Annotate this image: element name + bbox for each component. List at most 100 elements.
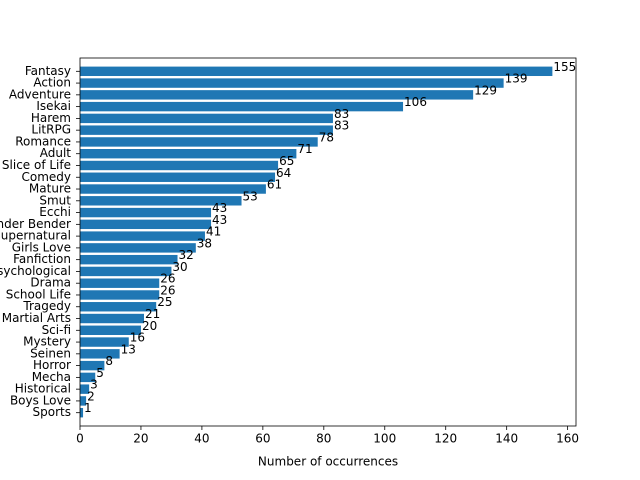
bar xyxy=(80,172,276,182)
bar xyxy=(80,137,318,147)
bar xyxy=(80,407,84,418)
y-tick-label: Drama xyxy=(30,276,71,290)
bar xyxy=(80,313,144,324)
bar xyxy=(80,266,172,277)
x-tick-label: 120 xyxy=(434,432,457,446)
value-label: 43 xyxy=(212,213,227,227)
value-label: 21 xyxy=(145,307,160,321)
y-tick-label: Girls Love xyxy=(12,240,71,254)
bar xyxy=(80,360,105,371)
value-label: 155 xyxy=(553,60,576,74)
value-label: 139 xyxy=(505,72,528,86)
value-label: 43 xyxy=(212,201,227,215)
bar xyxy=(80,302,157,312)
y-tick-label: Ecchi xyxy=(39,205,71,219)
y-tick-label: Martial Arts xyxy=(2,311,71,325)
value-label: 129 xyxy=(474,83,497,97)
value-label: 1 xyxy=(84,401,92,415)
y-tick-label: Adult xyxy=(40,146,72,160)
bar xyxy=(80,66,553,77)
bar xyxy=(80,184,266,194)
y-tick-label: School Life xyxy=(6,287,71,301)
y-tick-label: Sports xyxy=(33,405,71,419)
value-label: 26 xyxy=(160,283,175,297)
y-tick-label: Smut xyxy=(39,193,71,207)
bar xyxy=(80,384,90,394)
bar xyxy=(80,125,333,135)
y-tick-label: Sci-fi xyxy=(42,323,71,337)
value-label: 13 xyxy=(121,342,136,356)
bar xyxy=(80,101,404,112)
value-label: 20 xyxy=(142,319,157,333)
y-tick-label: Adventure xyxy=(9,87,71,101)
y-tick-label: Historical xyxy=(15,382,71,396)
x-tick-label: 140 xyxy=(495,432,518,446)
bar xyxy=(80,254,178,265)
y-tick-label: Harem xyxy=(31,111,71,125)
y-tick-label: Romance xyxy=(15,134,71,148)
value-label: 53 xyxy=(243,189,258,203)
bar xyxy=(80,90,474,100)
value-label: 2 xyxy=(87,389,95,403)
y-tick-label: Mystery xyxy=(23,335,71,349)
bar xyxy=(80,372,96,383)
value-label: 38 xyxy=(197,236,212,250)
x-tick-label: 0 xyxy=(76,432,84,446)
y-tick-label: Seinen xyxy=(30,346,71,360)
bar xyxy=(80,207,212,218)
y-tick-label: Mature xyxy=(29,182,71,196)
value-label: 83 xyxy=(334,119,349,133)
bar xyxy=(80,78,504,88)
x-tick-label: 40 xyxy=(194,432,209,446)
y-tick-label: LitRPG xyxy=(31,123,71,137)
bar xyxy=(80,196,242,206)
value-label: 16 xyxy=(130,331,145,345)
y-tick-label: Psychological xyxy=(0,264,71,278)
x-tick-label: 100 xyxy=(373,432,396,446)
y-tick-label: Comedy xyxy=(21,170,71,184)
bar xyxy=(80,278,160,288)
value-label: 64 xyxy=(276,166,291,180)
y-tick-label: Action xyxy=(33,76,71,90)
bar xyxy=(80,396,87,406)
y-tick-label: Mecha xyxy=(32,370,71,384)
value-label: 32 xyxy=(179,248,194,262)
bar xyxy=(80,325,141,336)
value-label: 3 xyxy=(90,378,98,392)
value-label: 5 xyxy=(96,366,104,380)
value-label: 26 xyxy=(160,272,175,286)
value-label: 41 xyxy=(206,225,221,239)
bar xyxy=(80,349,120,359)
y-tick-label: Slice of Life xyxy=(2,158,71,172)
y-tick-label: Gender Bender xyxy=(0,217,71,231)
x-tick-label: 20 xyxy=(133,432,148,446)
bar xyxy=(80,290,160,300)
value-label: 25 xyxy=(157,295,172,309)
y-tick-label: Supernatural xyxy=(0,229,71,243)
x-tick-label: 80 xyxy=(316,432,331,446)
value-label: 8 xyxy=(105,354,113,368)
x-tick-label: 60 xyxy=(255,432,270,446)
y-tick-label: Tragedy xyxy=(22,299,71,313)
value-label: 83 xyxy=(334,107,349,121)
y-tick-label: Boys Love xyxy=(10,393,71,407)
y-tick-label: Horror xyxy=(33,358,71,372)
x-tick-label: 160 xyxy=(556,432,579,446)
plot-frame xyxy=(79,57,577,427)
value-label: 61 xyxy=(267,178,282,192)
x-axis-label: Number of occurrences xyxy=(258,455,398,469)
bar xyxy=(80,231,205,241)
bar xyxy=(80,113,333,124)
bar xyxy=(80,243,196,253)
value-label: 71 xyxy=(297,142,312,156)
value-label: 30 xyxy=(172,260,187,274)
y-tick-label: Fantasy xyxy=(25,64,71,78)
y-tick-label: Fanfiction xyxy=(13,252,71,266)
bar xyxy=(80,160,279,171)
bar xyxy=(80,219,212,230)
bar xyxy=(80,148,297,159)
value-label: 65 xyxy=(279,154,294,168)
y-tick-label: Isekai xyxy=(36,99,71,113)
